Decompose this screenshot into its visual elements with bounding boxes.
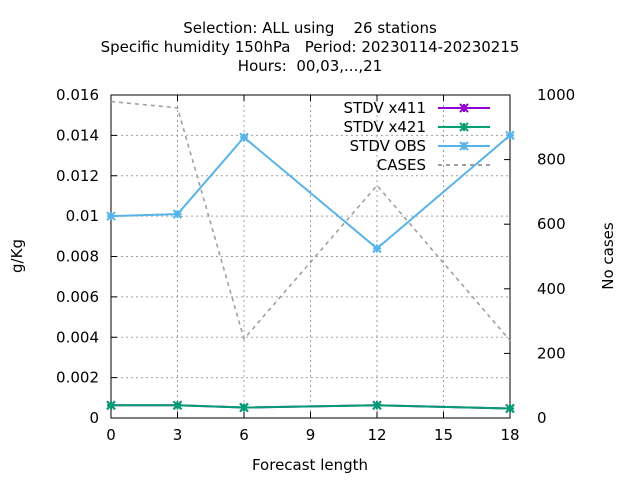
grid: [111, 95, 510, 418]
y-tick-label: 0.016: [56, 86, 99, 104]
legend-marker: [459, 103, 469, 113]
y2-tick-label: 400: [537, 280, 566, 298]
y-tick-label: 0.012: [56, 167, 99, 185]
data-point: [172, 400, 183, 410]
x-axis-label: Forecast length: [252, 456, 368, 474]
y-tick-label: 0.008: [56, 248, 99, 266]
title-line: Specific humidity 150hPa Period: 2023011…: [101, 38, 520, 56]
y-tick-label: 0: [89, 409, 99, 427]
title-line: Hours: 00,03,...,21: [238, 57, 382, 75]
series-line: [110, 100, 511, 342]
y-tick-label: 0.006: [56, 288, 99, 306]
title-line: Selection: ALL using 26 stations: [183, 19, 437, 37]
y-tick-label: 0.002: [56, 369, 99, 387]
y2-tick-label: 200: [537, 344, 566, 362]
y2-tick-label: 600: [537, 215, 566, 233]
y-axis-label: g/Kg: [8, 239, 26, 273]
x-tick-label: 3: [173, 426, 183, 444]
legend-label: STDV x411: [343, 99, 426, 117]
y-tick-label: 0.004: [56, 328, 99, 346]
legend-label: STDV OBS: [350, 137, 426, 155]
y2-axis-label: No cases: [599, 222, 617, 290]
legend-marker: [459, 122, 469, 132]
data-point: [106, 211, 116, 221]
y2-tick-label: 0: [537, 409, 547, 427]
data-point: [505, 403, 515, 414]
x-tick-label: 9: [306, 426, 316, 444]
x-tick-label: 6: [239, 426, 249, 444]
data-point: [239, 402, 249, 413]
y-tick-label: 0.014: [56, 126, 99, 144]
data-point: [372, 243, 382, 254]
y2-tick-label: 1000: [537, 86, 575, 104]
chart-title: Selection: ALL using 26 stationsSpecific…: [101, 19, 520, 75]
series-line: [111, 404, 511, 410]
series-layer: [106, 100, 515, 414]
data-point: [239, 132, 249, 143]
x-tick-label: 18: [500, 426, 519, 444]
x-tick-label: 12: [367, 426, 386, 444]
data-point: [372, 400, 382, 410]
legend-marker: [459, 141, 469, 151]
y2-tick-label: 800: [537, 151, 566, 169]
data-point: [106, 400, 116, 410]
y-tick-label: 0.01: [66, 207, 99, 225]
data-point: [172, 209, 183, 219]
legend-label: CASES: [377, 156, 426, 174]
x-tick-label: 15: [434, 426, 453, 444]
x-tick-label: 0: [106, 426, 116, 444]
legend-label: STDV x421: [343, 118, 426, 136]
data-point: [505, 130, 515, 141]
axis-ticks: 0 3 6 9 12 15 18 0 0.002 0.004 0.006 0.008 0.01 0.012…: [56, 86, 575, 444]
